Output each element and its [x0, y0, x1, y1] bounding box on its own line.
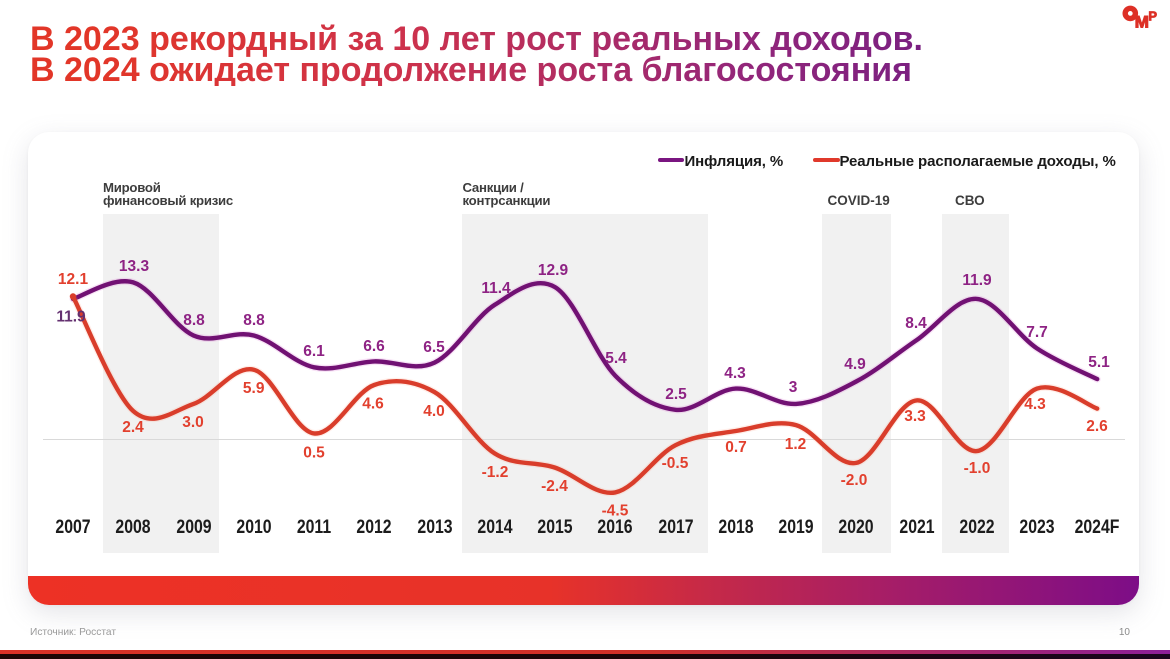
svg-text:8.8: 8.8	[243, 312, 265, 329]
svg-text:4.0: 4.0	[423, 403, 445, 420]
svg-text:-0.5: -0.5	[662, 455, 689, 472]
svg-text:0.7: 0.7	[725, 439, 747, 456]
svg-text:8.8: 8.8	[183, 312, 205, 329]
svg-text:6.6: 6.6	[363, 338, 385, 355]
svg-text:-2.0: -2.0	[841, 472, 868, 489]
svg-text:2.6: 2.6	[1086, 418, 1108, 435]
svg-text:3: 3	[789, 379, 798, 396]
svg-text:5.4: 5.4	[605, 350, 627, 367]
svg-text:3.3: 3.3	[904, 408, 926, 425]
svg-text:М: М	[1135, 12, 1149, 31]
svg-text:7.7: 7.7	[1026, 324, 1048, 341]
svg-text:12.1: 12.1	[58, 271, 89, 288]
svg-text:-1.2: -1.2	[482, 464, 509, 481]
svg-text:2.4: 2.4	[122, 419, 144, 436]
svg-text:8.4: 8.4	[905, 315, 927, 332]
svg-text:6.1: 6.1	[303, 343, 325, 360]
svg-text:4.3: 4.3	[724, 365, 746, 382]
svg-text:11.9: 11.9	[962, 272, 992, 289]
svg-text:-4.5: -4.5	[602, 503, 629, 520]
svg-text:4.3: 4.3	[1024, 396, 1046, 413]
svg-text:12.9: 12.9	[538, 262, 569, 279]
svg-text:3.0: 3.0	[182, 414, 204, 431]
svg-text:-2.4: -2.4	[541, 478, 568, 495]
svg-text:11.9: 11.9	[56, 309, 86, 326]
svg-text:4.6: 4.6	[362, 396, 384, 413]
svg-text:5.1: 5.1	[1088, 354, 1110, 371]
svg-text:6.5: 6.5	[423, 339, 445, 356]
svg-text:Р: Р	[1148, 9, 1157, 24]
svg-text:4.9: 4.9	[844, 356, 866, 373]
svg-text:-1.0: -1.0	[964, 460, 991, 477]
svg-text:2.5: 2.5	[665, 386, 687, 403]
svg-text:5.9: 5.9	[243, 380, 265, 397]
svg-text:13.3: 13.3	[119, 258, 150, 275]
svg-text:1.2: 1.2	[785, 436, 807, 453]
svg-text:0.5: 0.5	[303, 445, 325, 462]
svg-text:11.4: 11.4	[481, 280, 511, 297]
